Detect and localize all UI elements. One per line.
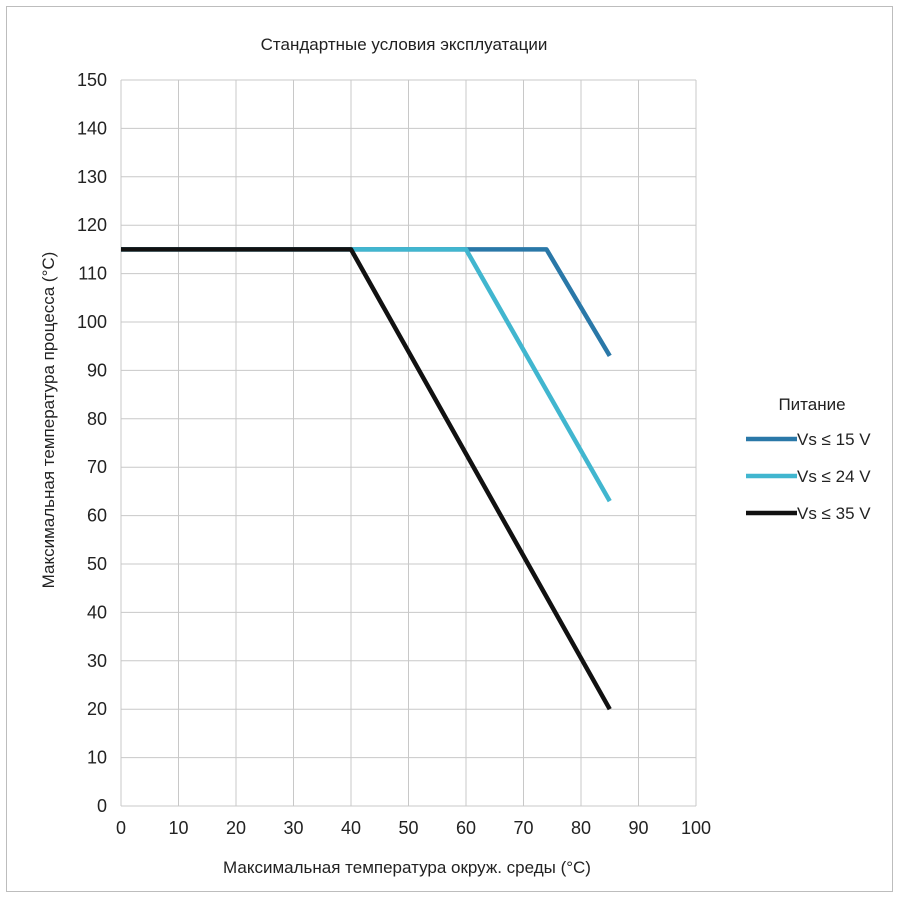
legend-entry: Vs ≤ 35 V <box>797 504 871 523</box>
legend-entry: Vs ≤ 15 V <box>797 430 871 449</box>
y-tick-label: 100 <box>77 312 107 332</box>
y-tick-label: 10 <box>87 748 107 768</box>
x-tick-label: 70 <box>513 818 533 838</box>
x-tick-label: 50 <box>398 818 418 838</box>
y-tick-label: 90 <box>87 360 107 380</box>
y-axis-label: Максимальная температура процесса (°C) <box>39 252 58 589</box>
chart-frame <box>6 6 893 892</box>
y-tick-label: 50 <box>87 554 107 574</box>
y-tick-label: 80 <box>87 409 107 429</box>
y-tick-label: 20 <box>87 699 107 719</box>
legend: Питание Vs ≤ 15 V Vs ≤ 24 V Vs ≤ 35 V <box>746 395 871 523</box>
legend-entry: Vs ≤ 24 V <box>797 467 871 486</box>
x-tick-label: 60 <box>456 818 476 838</box>
y-tick-label: 110 <box>78 264 107 284</box>
series-line <box>121 247 612 711</box>
y-tick-label: 40 <box>87 602 107 622</box>
y-tick-label: 0 <box>97 796 107 816</box>
series-lines <box>121 247 612 711</box>
x-tick-label: 100 <box>681 818 711 838</box>
x-tick-label: 40 <box>341 818 361 838</box>
x-tick-labels: 0 10 20 30 40 50 60 70 80 90 100 <box>116 818 711 838</box>
grid <box>120 79 697 807</box>
y-tick-label: 60 <box>87 506 107 526</box>
x-tick-label: 20 <box>226 818 246 838</box>
y-tick-label: 130 <box>77 167 107 187</box>
chart-title: Стандартные условия эксплуатации <box>261 35 548 54</box>
x-tick-label: 0 <box>116 818 126 838</box>
x-tick-label: 10 <box>168 818 188 838</box>
x-tick-label: 90 <box>628 818 648 838</box>
series-line <box>121 247 612 358</box>
x-axis-label: Максимальная температура окруж. среды (°… <box>223 858 591 877</box>
y-tick-label: 150 <box>77 70 107 90</box>
x-tick-label: 80 <box>571 818 591 838</box>
y-tick-label: 120 <box>77 215 107 235</box>
series-line <box>121 247 612 503</box>
y-tick-label: 140 <box>77 118 107 138</box>
x-tick-label: 30 <box>283 818 303 838</box>
y-tick-label: 70 <box>87 457 107 477</box>
legend-title: Питание <box>778 395 845 414</box>
y-tick-labels: 0 10 20 30 40 50 60 70 80 90 100 110 120 130 140 150 <box>77 70 107 816</box>
y-tick-label: 30 <box>87 651 107 671</box>
